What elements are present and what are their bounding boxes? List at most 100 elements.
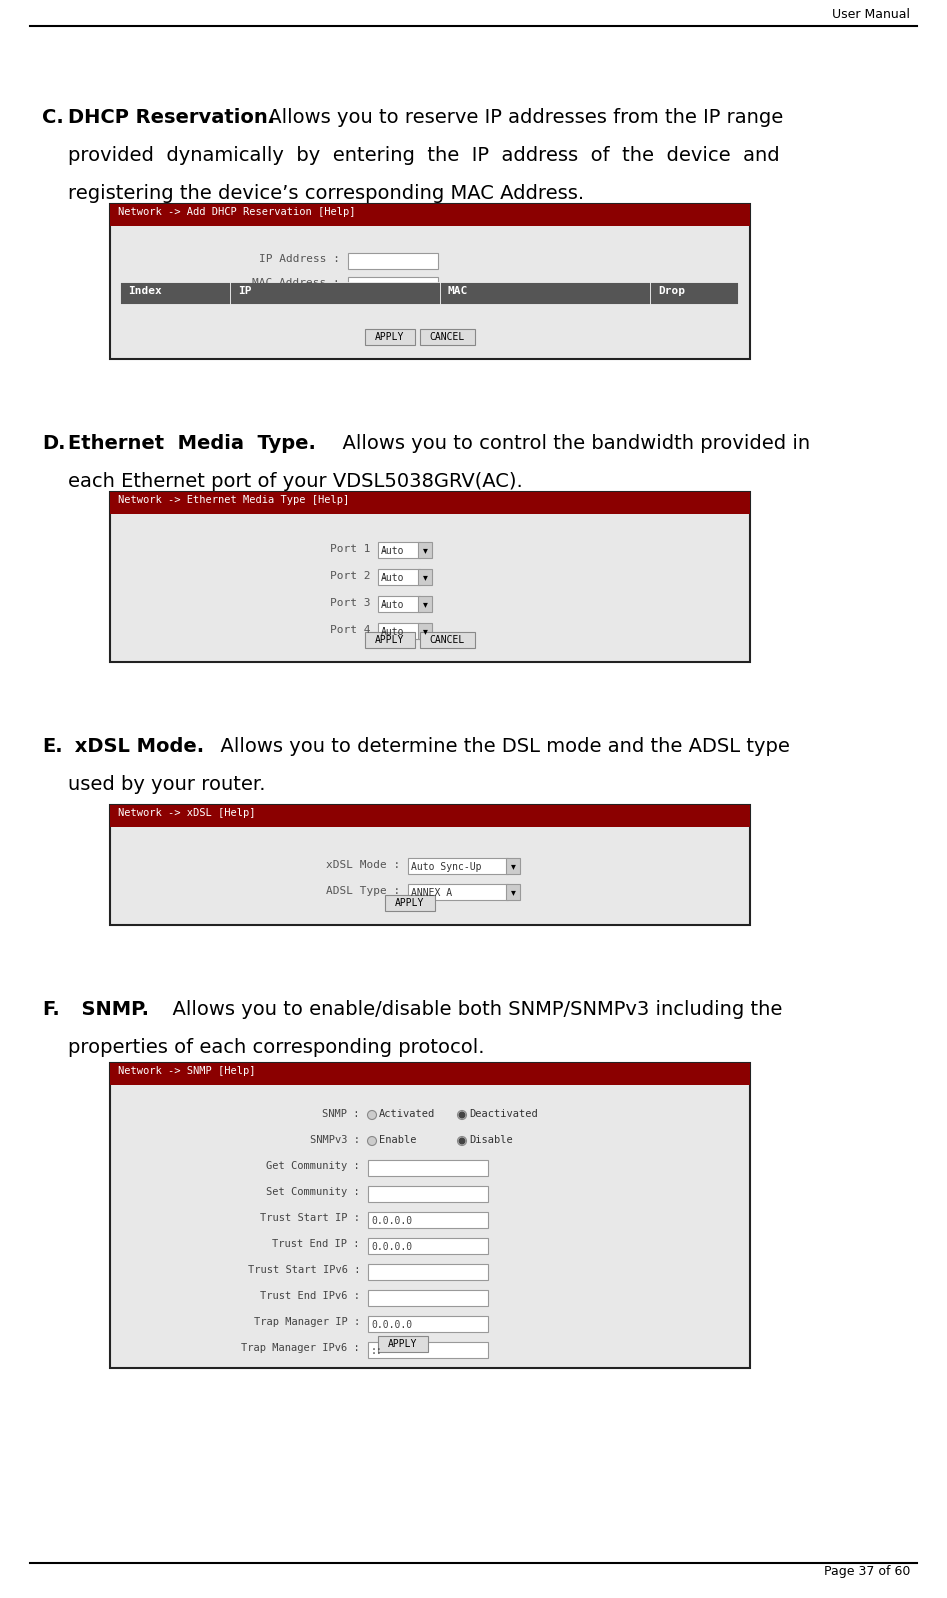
Text: used by your router.: used by your router. — [68, 775, 265, 794]
Text: ::: :: — [371, 1346, 383, 1357]
Circle shape — [457, 1136, 467, 1146]
Text: Page 37 of 60: Page 37 of 60 — [824, 1564, 910, 1577]
Text: Auto: Auto — [381, 626, 404, 638]
Bar — [378, 596, 420, 612]
Text: Trap Manager IP :: Trap Manager IP : — [254, 1317, 360, 1326]
Text: :: : — [374, 570, 387, 582]
Text: CANCEL: CANCEL — [429, 332, 465, 342]
Bar — [368, 1160, 488, 1176]
Text: Port 4: Port 4 — [330, 625, 370, 634]
Text: Allows you to determine the DSL mode and the ADSL type: Allows you to determine the DSL mode and… — [208, 737, 790, 756]
Text: ▾: ▾ — [422, 626, 427, 636]
Bar — [110, 1063, 750, 1368]
Text: Drop: Drop — [658, 286, 685, 296]
Circle shape — [367, 1111, 377, 1120]
Bar — [365, 631, 415, 649]
Bar — [385, 895, 435, 911]
Text: Port 1: Port 1 — [330, 543, 370, 555]
Text: Ethernet  Media  Type.: Ethernet Media Type. — [68, 435, 316, 452]
Bar — [348, 276, 438, 292]
Bar — [368, 1211, 488, 1227]
Text: Set Community :: Set Community : — [266, 1187, 360, 1197]
Text: IP: IP — [238, 286, 252, 296]
Bar — [378, 1336, 428, 1352]
Text: each Ethernet port of your VDSL5038GRV(AC).: each Ethernet port of your VDSL5038GRV(A… — [68, 471, 523, 491]
Text: Get Community :: Get Community : — [266, 1162, 360, 1171]
Text: CANCEL: CANCEL — [429, 634, 465, 646]
Text: Deactivated: Deactivated — [469, 1109, 538, 1119]
Circle shape — [459, 1112, 465, 1117]
Text: Activated: Activated — [379, 1109, 436, 1119]
Text: xDSL Mode :: xDSL Mode : — [326, 860, 400, 869]
Text: Index: Index — [128, 286, 162, 296]
Text: Trust Start IP :: Trust Start IP : — [260, 1213, 360, 1222]
Text: APPLY: APPLY — [375, 634, 404, 646]
Text: Auto: Auto — [381, 547, 404, 556]
Text: Trust End IPv6 :: Trust End IPv6 : — [260, 1291, 360, 1301]
Text: Trust Start IPv6 :: Trust Start IPv6 : — [247, 1266, 360, 1275]
Text: Auto: Auto — [381, 574, 404, 583]
Text: 0.0.0.0: 0.0.0.0 — [371, 1242, 412, 1251]
Bar — [650, 281, 738, 304]
Bar — [408, 858, 508, 874]
Text: APPLY: APPLY — [388, 1339, 418, 1349]
Bar — [418, 542, 432, 558]
Bar — [368, 1264, 488, 1280]
Text: Auto Sync-Up: Auto Sync-Up — [411, 861, 481, 873]
Text: properties of each corresponding protocol.: properties of each corresponding protoco… — [68, 1039, 485, 1056]
Text: ADSL Type :: ADSL Type : — [326, 885, 400, 896]
Bar — [368, 1186, 488, 1202]
Bar — [506, 858, 520, 874]
Bar — [440, 281, 650, 304]
Text: IP Address :: IP Address : — [259, 254, 340, 264]
Text: :: : — [374, 625, 387, 634]
Text: APPLY: APPLY — [375, 332, 404, 342]
Bar — [506, 884, 520, 900]
Text: Network -> Ethernet Media Type [Help]: Network -> Ethernet Media Type [Help] — [118, 495, 349, 505]
Bar — [368, 1317, 488, 1333]
Bar — [368, 1238, 488, 1254]
Bar — [348, 252, 438, 268]
Text: Port 3: Port 3 — [330, 598, 370, 607]
Bar — [368, 1342, 488, 1358]
Bar — [378, 623, 420, 639]
Text: SNMPv3 :: SNMPv3 : — [310, 1135, 360, 1146]
Text: 0.0.0.0: 0.0.0.0 — [371, 1216, 412, 1226]
Text: MAC Address :: MAC Address : — [252, 278, 340, 288]
Text: Allows you to reserve IP addresses from the IP range: Allows you to reserve IP addresses from … — [262, 109, 783, 126]
Text: ▾: ▾ — [422, 599, 427, 609]
Bar — [418, 596, 432, 612]
Text: APPLY: APPLY — [395, 898, 424, 908]
Bar — [110, 492, 750, 515]
Text: Disable: Disable — [469, 1135, 512, 1146]
Text: ANNEX A: ANNEX A — [411, 888, 452, 898]
Text: Trust End IP :: Trust End IP : — [273, 1238, 360, 1250]
Text: :: : — [374, 598, 387, 607]
Bar — [420, 329, 475, 345]
Text: xDSL Mode.: xDSL Mode. — [68, 737, 205, 756]
Circle shape — [367, 1136, 377, 1146]
Text: E.: E. — [42, 737, 63, 756]
Bar — [368, 1290, 488, 1306]
Text: Network -> xDSL [Help]: Network -> xDSL [Help] — [118, 809, 256, 818]
Text: Network -> SNMP [Help]: Network -> SNMP [Help] — [118, 1066, 256, 1075]
Text: User Manual: User Manual — [832, 8, 910, 21]
Text: ▾: ▾ — [422, 572, 427, 582]
Bar — [110, 205, 750, 225]
Bar — [365, 329, 415, 345]
Text: ▾: ▾ — [510, 861, 515, 871]
Text: Auto: Auto — [381, 599, 404, 610]
Bar — [418, 569, 432, 585]
Text: D.: D. — [42, 435, 65, 452]
Bar — [120, 281, 230, 304]
Bar — [110, 205, 750, 360]
Text: ▾: ▾ — [422, 545, 427, 555]
Text: MAC: MAC — [448, 286, 468, 296]
Circle shape — [459, 1138, 465, 1144]
Text: DHCP Reservation.: DHCP Reservation. — [68, 109, 276, 126]
Text: Network -> Add DHCP Reservation [Help]: Network -> Add DHCP Reservation [Help] — [118, 208, 355, 217]
Text: provided  dynamically  by  entering  the  IP  address  of  the  device  and: provided dynamically by entering the IP … — [68, 145, 779, 165]
Bar — [110, 1063, 750, 1085]
Text: 0.0.0.0: 0.0.0.0 — [371, 1320, 412, 1330]
Bar — [110, 492, 750, 662]
